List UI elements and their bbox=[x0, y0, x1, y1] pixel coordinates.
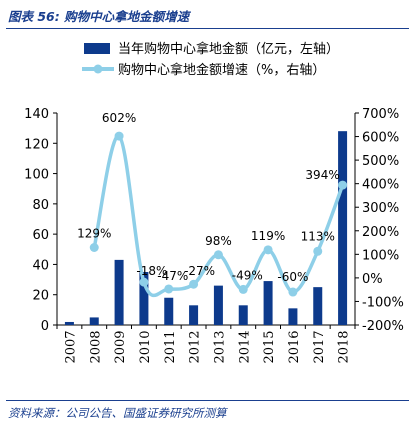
bar bbox=[164, 297, 174, 325]
x-axis-tick-label: 2009 bbox=[113, 330, 128, 363]
line-data-label: 394% bbox=[305, 168, 339, 182]
right-axis-tick-label: 700% bbox=[362, 107, 399, 122]
x-axis-tick-label: 2013 bbox=[212, 330, 227, 363]
x-axis-tick-label: 2008 bbox=[88, 330, 103, 363]
right-axis-tick-label: 600% bbox=[362, 131, 399, 146]
legend-bar-swatch bbox=[84, 43, 110, 54]
x-axis-tick-label: 2015 bbox=[262, 330, 277, 363]
bar bbox=[189, 305, 199, 325]
data-labels: 129% 602% -18%-47%-27% 98% -49% 119% -60% 113% 3… bbox=[77, 111, 340, 284]
line-data-label: 113% bbox=[301, 229, 335, 243]
figure-title: 图表 56: 购物中心拿地金额增速 bbox=[8, 9, 190, 24]
x-axis-tick-label: 2012 bbox=[188, 330, 203, 363]
line-data-label: 602% bbox=[102, 111, 136, 125]
bar bbox=[139, 272, 149, 325]
bar bbox=[114, 259, 124, 325]
source-note: 资料来源：公司公告、国盛证券研究所测算 bbox=[8, 406, 227, 420]
line-data-label: 119% bbox=[251, 229, 285, 243]
line-point bbox=[338, 180, 348, 190]
right-axis-tick-label: 300% bbox=[362, 201, 399, 216]
line-point bbox=[164, 284, 174, 294]
legend: 当年购物中心拿地金额（亿元，左轴） 购物中心拿地金额增速（%，右轴） bbox=[82, 41, 339, 78]
legend-bar-label: 当年购物中心拿地金额（亿元，左轴） bbox=[118, 41, 339, 57]
left-axis-tick-label: 20 bbox=[32, 289, 49, 304]
x-axis-tick-label: 2017 bbox=[312, 330, 327, 363]
right-axis-tick-label: -200% bbox=[362, 319, 404, 334]
bar bbox=[64, 321, 74, 325]
bar bbox=[313, 287, 323, 325]
left-axis-tick-label: 80 bbox=[32, 198, 49, 213]
bar bbox=[89, 317, 99, 325]
right-axis-tick-label: 100% bbox=[362, 248, 399, 263]
x-axis-tick-label: 2010 bbox=[138, 330, 153, 363]
bar bbox=[238, 305, 248, 325]
right-axis-tick-label: 0% bbox=[362, 272, 383, 287]
left-axis-tick-label: 120 bbox=[24, 137, 49, 152]
bar bbox=[263, 281, 273, 325]
line-data-label: -47% bbox=[157, 269, 188, 283]
title-divider bbox=[6, 28, 409, 29]
bar bbox=[288, 308, 298, 325]
line-point bbox=[89, 243, 99, 253]
left-axis-tick-label: 140 bbox=[24, 107, 49, 122]
x-axis-tick-label: 2016 bbox=[287, 330, 302, 363]
bar bbox=[338, 131, 348, 325]
growth-line bbox=[92, 134, 345, 298]
left-axis-tick-label: 100 bbox=[24, 168, 49, 183]
legend-line-marker bbox=[93, 64, 103, 74]
line-data-label: -27% bbox=[184, 264, 215, 278]
right-axis-tick-label: -100% bbox=[362, 295, 404, 310]
right-axis-tick-label: 500% bbox=[362, 154, 399, 169]
line-data-label: -18% bbox=[136, 264, 167, 278]
line-point bbox=[114, 131, 124, 141]
left-axis-tick-label: 40 bbox=[32, 258, 49, 273]
right-axis-tick-label: 400% bbox=[362, 178, 399, 193]
x-axis-tick-label: 2018 bbox=[337, 330, 352, 363]
line-point bbox=[263, 245, 273, 255]
line-point bbox=[139, 277, 149, 287]
line-data-label: 98% bbox=[205, 234, 232, 248]
line-point bbox=[313, 246, 323, 256]
bar bbox=[213, 285, 223, 325]
bar-series bbox=[64, 131, 348, 325]
line-point bbox=[238, 284, 248, 294]
source-divider bbox=[6, 400, 409, 401]
axes: 0 20 40 60 80 100 120 140 -200% -100% 0% 100% 200% 30… bbox=[24, 107, 404, 364]
line-point bbox=[189, 279, 199, 289]
right-axis-tick-label: 200% bbox=[362, 225, 399, 240]
left-axis-tick-label: 60 bbox=[32, 228, 49, 243]
line-point bbox=[288, 287, 298, 297]
x-axis-tick-label: 2014 bbox=[237, 330, 252, 363]
line-data-label: -60% bbox=[277, 270, 308, 284]
x-axis-tick-label: 2011 bbox=[163, 330, 178, 363]
line-point bbox=[213, 250, 223, 260]
left-axis-tick-label: 0 bbox=[41, 319, 49, 334]
x-axis-tick-label: 2007 bbox=[63, 330, 78, 363]
legend-line-label: 购物中心拿地金额增速（%，右轴） bbox=[118, 62, 325, 78]
line-data-label: 129% bbox=[77, 227, 111, 241]
line-data-label: -49% bbox=[232, 268, 263, 282]
line-series bbox=[89, 131, 348, 298]
